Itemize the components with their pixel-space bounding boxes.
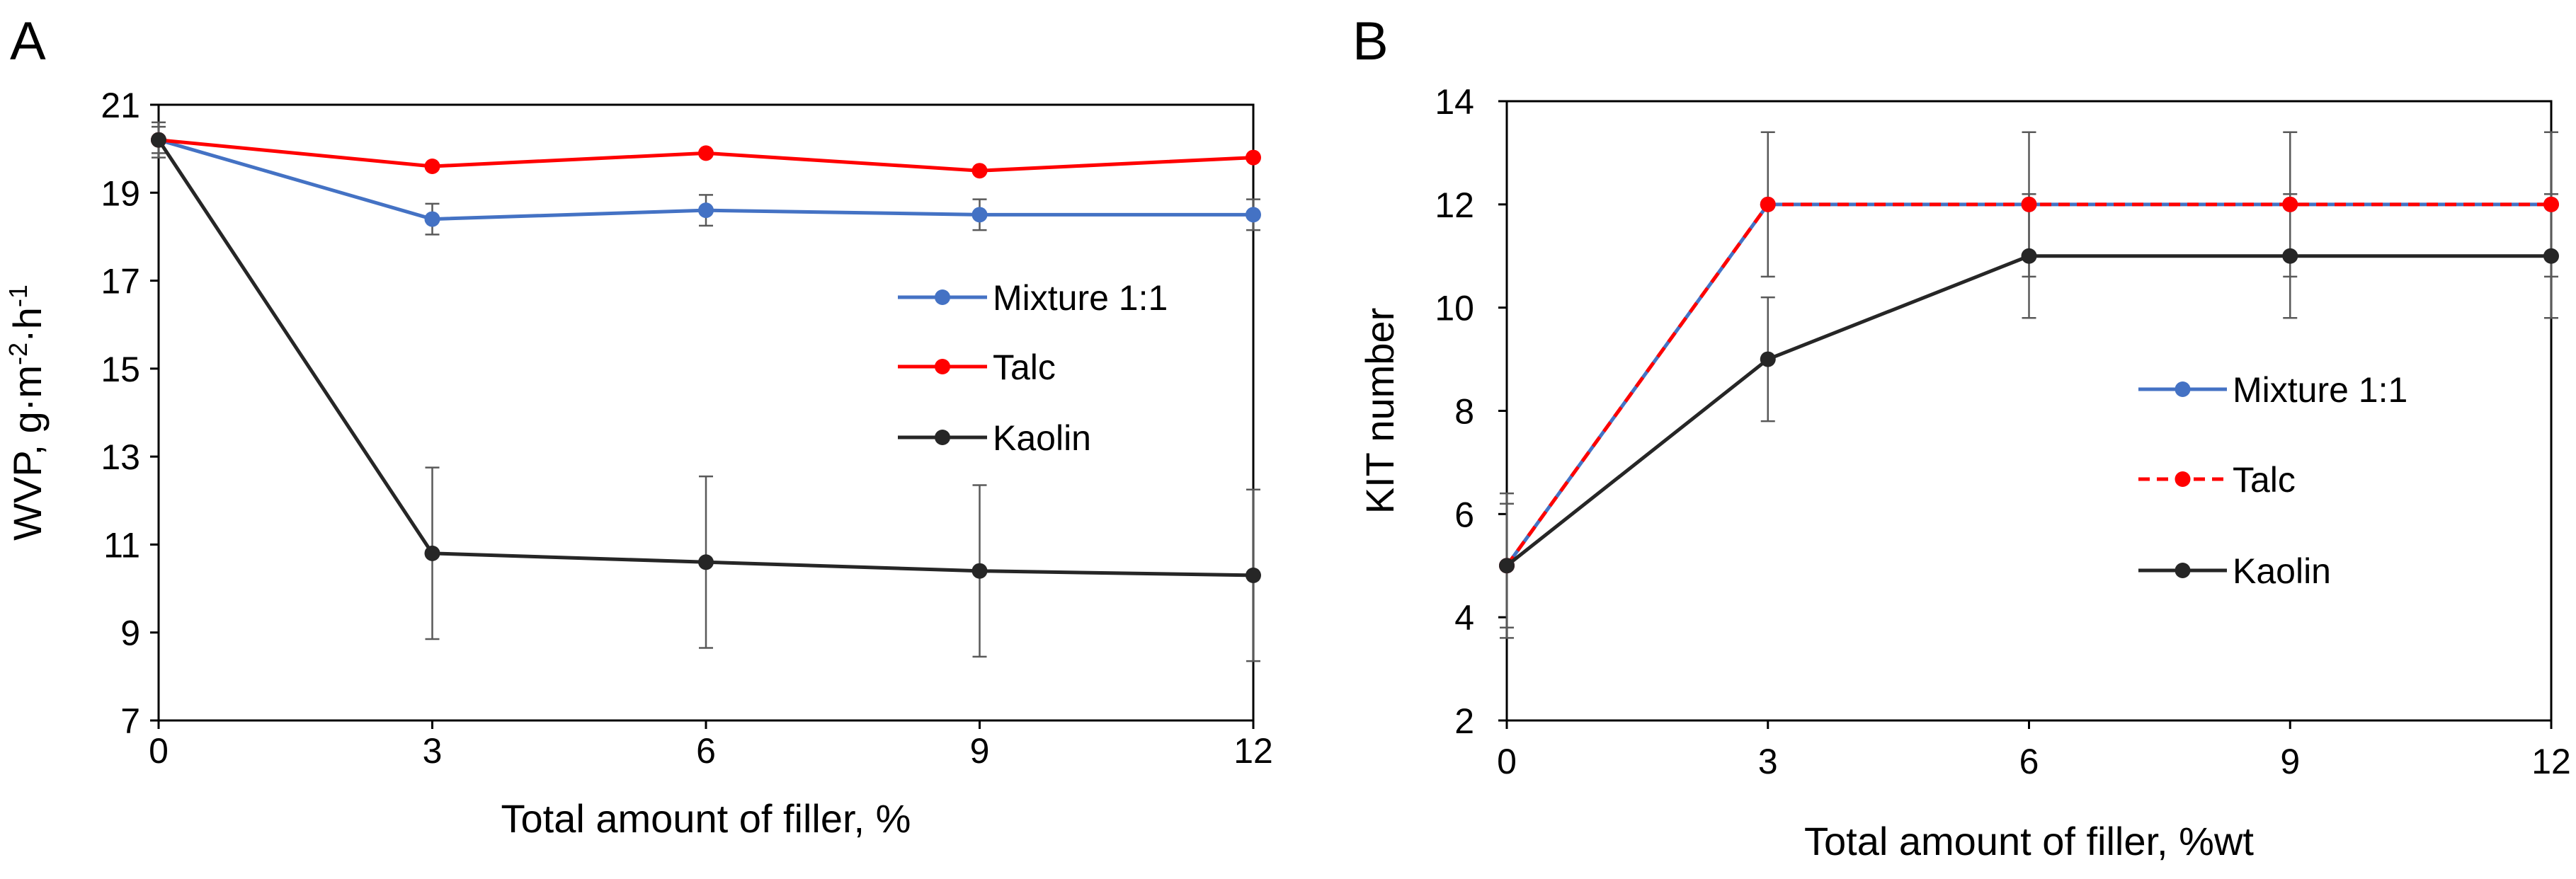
panel-a-series-mixture-1-1-point (971, 207, 988, 223)
panel-a-label: A (10, 11, 46, 71)
panel-a-series-talc-point (698, 145, 714, 161)
panel-a-legend-kaolin-label: Kaolin (993, 418, 1091, 458)
panel-b-ytick-label: 12 (1435, 185, 1474, 225)
panel-a-ytick-label: 15 (101, 350, 140, 389)
panel-b-series-kaolin-point (1499, 558, 1515, 574)
panel-b-series-kaolin-point (2543, 248, 2559, 264)
panel-b-legend-mixture-1-1-label: Mixture 1:1 (2233, 370, 2407, 410)
panel-b-series-kaolin-point (2282, 248, 2298, 264)
panel-b-xtick-label: 3 (1758, 742, 1778, 781)
panel-b-xtick-label: 12 (2531, 742, 2571, 781)
panel-b-ytick-label: 14 (1435, 82, 1474, 122)
panel-b-legend-kaolin-marker (2175, 563, 2191, 578)
panel-a-chart: A 7 9 11 13 15 17 19 21 0 3 6 9 12 Total amount of fil… (4, 11, 1273, 841)
panel-b-series-talc-point (2282, 196, 2298, 212)
panel-a-ytick-label: 19 (101, 173, 140, 213)
panel-b-legend-mixture-1-1-marker (2175, 381, 2191, 397)
panel-b-ytick-label: 6 (1454, 495, 1474, 534)
panel-a-series-kaolin-point (698, 554, 714, 570)
panel-a-ytick-label: 13 (101, 437, 140, 477)
panel-a-ytick-label: 9 (120, 614, 140, 653)
panel-a-legend-mixture-1-1-label: Mixture 1:1 (993, 278, 1168, 318)
panel-b-ytick-label: 4 (1454, 598, 1474, 638)
panel-a-xlabel: Total amount of filler, % (501, 796, 911, 841)
panel-a-legend-kaolin-marker (935, 430, 950, 445)
panel-b-xtick-label: 9 (2280, 742, 2300, 781)
panel-a-ytick-label: 17 (101, 262, 140, 301)
panel-b-series-talc-point (2021, 196, 2037, 212)
panel-a-series-talc-point (424, 159, 440, 174)
panel-a-series-mixture-1-1-point (698, 202, 714, 219)
panel-a-xtick-label: 3 (423, 731, 443, 771)
panel-a-xtick-label: 6 (696, 731, 716, 771)
panel-a-ytick-label: 21 (101, 86, 140, 125)
panel-b-xtick-label: 0 (1497, 742, 1517, 781)
panel-b-ytick-label: 8 (1454, 392, 1474, 432)
panel-b-legend-talc-marker (2175, 471, 2191, 487)
panel-b-xtick-label: 6 (2019, 742, 2039, 781)
panel-a-series-kaolin-point (424, 545, 440, 561)
panel-b-chart: B 2 4 6 8 10 12 14 0 3 6 9 12 Total amount of filler,… (1352, 11, 2571, 863)
panel-a-legend-mixture-1-1-marker (935, 289, 950, 305)
panel-b-series-talc-point (2543, 196, 2559, 212)
panel-b-legend-kaolin-label: Kaolin (2233, 551, 2331, 591)
panel-b-legend: Mixture 1:1 Talc Kaolin (2138, 370, 2407, 591)
panel-b-label: B (1352, 11, 1389, 71)
panel-b-series-talc-point (1760, 196, 1776, 212)
panel-b-series-kaolin-point (2021, 248, 2037, 264)
panel-a-series-kaolin-point (151, 132, 166, 148)
panel-a-xtick-label: 12 (1233, 731, 1273, 771)
panel-b-series-kaolin-point (1760, 351, 1776, 367)
panel-a-series-talc-point (1246, 149, 1261, 166)
panel-a-series-kaolin-point (971, 563, 988, 579)
panel-a-series-mixture-1-1-point (1246, 207, 1261, 223)
panel-a-xtick-label: 0 (149, 731, 169, 771)
panel-a-series-kaolin-point (1246, 567, 1261, 583)
panel-a-legend-talc-label: Talc (993, 347, 1056, 387)
panel-b-xlabel: Total amount of filler, %wt (1804, 819, 2254, 863)
panel-a-xtick-label: 9 (970, 731, 990, 771)
panel-b-legend-talc-label: Talc (2233, 460, 2296, 500)
panel-a-ylabel: WVP, g·m-2·h-1 (4, 285, 50, 541)
panel-b-ytick-label: 10 (1435, 289, 1474, 328)
panel-a-legend: Mixture 1:1 Talc Kaolin (898, 278, 1168, 458)
panel-a-series-talc-point (971, 163, 988, 179)
panel-b-ytick-label: 2 (1454, 701, 1474, 741)
panel-a-ytick-label: 7 (120, 701, 140, 741)
panel-a-legend-talc-marker (935, 359, 950, 374)
panel-b-ylabel: KIT number (1357, 308, 1402, 515)
panel-a-ytick-label: 11 (103, 525, 140, 565)
panel-a-series-mixture-1-1-point (424, 211, 440, 227)
